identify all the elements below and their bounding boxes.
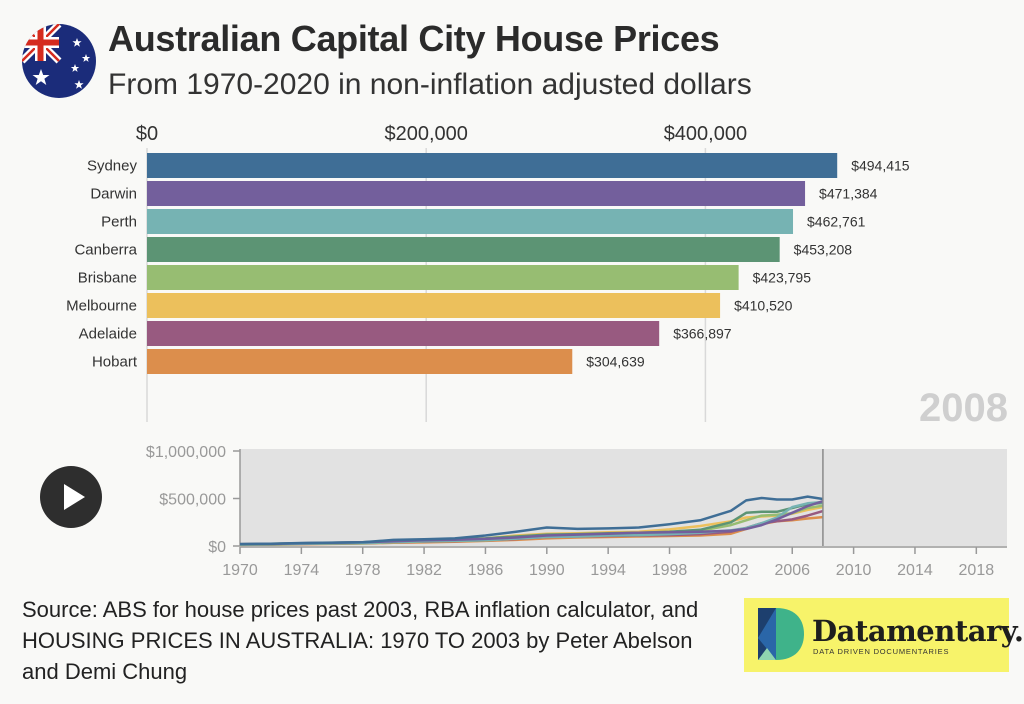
bar-label-melbourne: Melbourne [66,298,137,315]
x-tick-label: 1982 [406,562,442,579]
source-note: Source: ABS for house prices past 2003, … [22,597,699,684]
x-tick-label: 2002 [713,562,749,579]
bar-melbourne [147,293,721,318]
bar-label-darwin: Darwin [90,186,137,203]
bar-value-darwin: $471,384 [819,186,878,202]
bar-adelaide [147,321,660,346]
y-tick-label: $1,000,000 [146,444,226,461]
x-tick-label: 1994 [590,562,626,579]
x-tick-label: 1986 [468,562,504,579]
logo-name: Datamentary. [812,614,1024,648]
bar-value-melbourne: $410,520 [734,298,793,314]
chart-subtitle: From 1970-2020 in non-inflation adjusted… [108,68,752,101]
bar-perth [147,209,794,234]
bar-value-adelaide: $366,897 [673,326,732,342]
x-tick-label: 2014 [897,562,933,579]
australian-flag-icon [22,24,96,98]
bar-hobart [147,349,573,374]
play-icon [64,484,85,510]
bar-label-canberra: Canberra [74,242,137,259]
x-tick-label: 1970 [222,562,258,579]
x-tick-label: $400,000 [664,123,747,145]
logo-tagline: DATA DRIVEN DOCUMENTARIES [813,647,950,656]
x-tick-label: 1974 [284,562,320,579]
bar-brisbane [147,265,739,290]
bar-sydney [147,153,838,178]
bar-label-hobart: Hobart [92,354,138,371]
datamentary-logo-icon [758,608,804,660]
timeline-chart[interactable]: $0 $500,000 $1,000,000 1970 1974 1978 1982 1986… [0,440,1024,588]
x-tick-label: $0 [136,123,158,145]
bar-value-sydney: $494,415 [851,158,910,174]
bar-value-brisbane: $423,795 [753,270,812,286]
chart-title: Australian Capital City House Prices [108,18,720,59]
x-tick-label: $200,000 [384,123,467,145]
bar-value-canberra: $453,208 [794,242,853,258]
bar-label-adelaide: Adelaide [79,326,137,343]
bar-label-perth: Perth [101,214,137,231]
play-button[interactable] [40,466,102,528]
bar-canberra [147,237,780,262]
line-sydney [239,495,824,546]
x-tick-label: 2010 [836,562,872,579]
bar-darwin [147,181,806,206]
timeline-background [240,449,1007,546]
y-tick-label: $500,000 [159,492,226,509]
bar-value-perth: $462,761 [807,214,866,230]
bar-chart: $0 $200,000 $400,000 Sydney $494,415 Darwin $4… [66,123,910,422]
datamentary-logo: Datamentary. DATA DRIVEN DOCUMENTARIES [744,598,1024,672]
current-year-label: 2008 [919,386,1008,430]
x-tick-label: 1978 [345,562,381,579]
bar-value-hobart: $304,639 [586,354,645,370]
bar-label-brisbane: Brisbane [78,270,137,287]
bar-label-sydney: Sydney [87,158,138,175]
y-tick-label: $0 [208,539,226,556]
x-tick-label: 1998 [652,562,688,579]
x-tick-label: 2006 [774,562,810,579]
x-tick-label: 2018 [959,562,995,579]
x-tick-label: 1990 [529,562,565,579]
